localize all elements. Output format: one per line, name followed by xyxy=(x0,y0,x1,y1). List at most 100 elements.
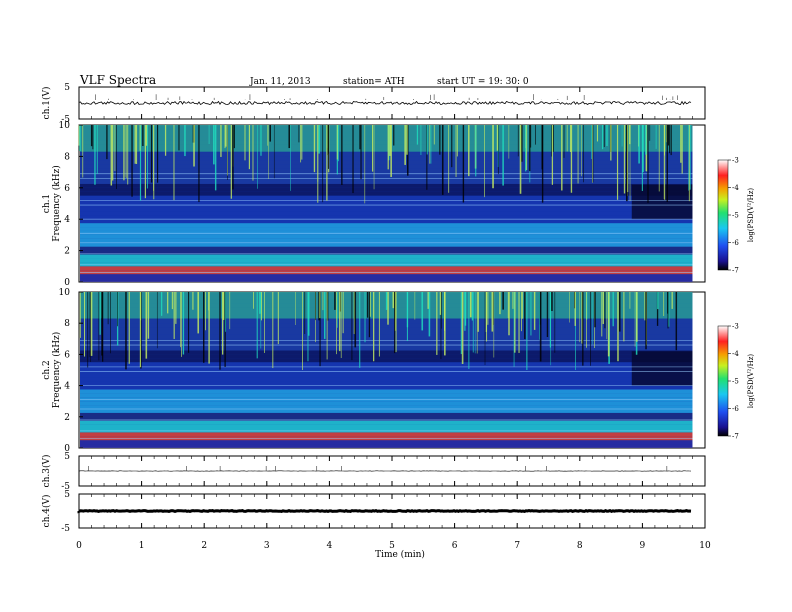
spectrogram-band xyxy=(80,354,693,359)
waveform-y-label: ch.3(V) xyxy=(41,455,52,488)
spectrogram-band xyxy=(80,152,693,157)
waveform-y-label: ch.1(V) xyxy=(41,87,52,120)
spectrogram-band xyxy=(80,405,693,409)
colorbar-tick-label: -7 xyxy=(732,433,739,441)
spectrogram-band xyxy=(80,238,693,243)
x-tick-label: 6 xyxy=(452,541,458,551)
ch4-waveform-trace xyxy=(77,508,692,514)
start-time-label: start UT = 19: 30: 0 xyxy=(437,77,529,87)
spectrogram-band xyxy=(80,168,693,173)
spectrogram-band xyxy=(80,362,693,367)
y-tick-label: -5 xyxy=(61,524,70,534)
colorbar-label: log(PSD(V²/Hz) xyxy=(747,188,755,243)
ch1-waveform-trace xyxy=(78,100,692,106)
spectrogram-band xyxy=(80,389,693,394)
spectrogram-channel-label: ch.1 xyxy=(42,194,52,213)
spectrogram-band xyxy=(80,373,693,378)
spectrogram-band xyxy=(80,274,693,279)
colorbar-gradient xyxy=(717,159,729,271)
spectrogram-band xyxy=(80,381,693,386)
spectrogram-band xyxy=(80,409,693,413)
spectrogram-band xyxy=(80,219,693,224)
y-tick-label: 2 xyxy=(64,247,70,257)
y-tick-label: 0 xyxy=(64,444,70,454)
spectrogram-band xyxy=(80,187,693,192)
spectrogram-band xyxy=(80,199,693,204)
spectrogram-band xyxy=(80,195,693,200)
colorbar-tick-label: -5 xyxy=(732,378,739,386)
colorbar-tick-label: -3 xyxy=(732,323,739,331)
station-label: station= ATH xyxy=(343,77,405,87)
colorbar-gradient xyxy=(717,325,729,437)
spectrogram-band xyxy=(80,377,693,382)
x-tick-label: 1 xyxy=(139,541,145,551)
y-tick-label: 8 xyxy=(64,152,70,162)
y-tick-label: 0 xyxy=(64,278,70,288)
waveform-y-label: ch.4(V) xyxy=(41,495,52,528)
spectrogram-band xyxy=(80,227,693,231)
spectrogram-y-label: Frequency (kHz) xyxy=(51,165,62,242)
x-tick-label: 2 xyxy=(201,541,207,551)
y-tick-label: -5 xyxy=(61,482,70,492)
spectrogram-band xyxy=(80,432,693,437)
spectrogram-quiet-region xyxy=(631,351,693,386)
colorbar-label: log(PSD(V²/Hz) xyxy=(747,354,755,409)
spectrogram-band xyxy=(80,278,693,282)
spectrogram-band xyxy=(80,346,693,351)
spectrogram-band xyxy=(80,258,693,263)
spectrogram-band xyxy=(80,420,693,425)
spectrogram-band xyxy=(80,179,693,184)
ch1-spectrogram xyxy=(78,125,704,282)
x-tick-label: 4 xyxy=(327,541,333,551)
spectrogram-band xyxy=(80,164,693,169)
y-tick-label: 10 xyxy=(59,288,71,298)
spectrogram-quiet-region xyxy=(631,184,693,220)
ch2-spectrogram xyxy=(79,292,704,448)
spectrogram-blank xyxy=(692,293,704,447)
spectrogram-band xyxy=(80,424,693,429)
x-tick-label: 8 xyxy=(577,541,583,551)
x-axis-ticks: 0 1 2 3 4 5 6 7 8 9 10 xyxy=(76,87,711,551)
spectrogram-band xyxy=(80,444,693,448)
spectrogram-band xyxy=(80,366,693,370)
x-axis-label: Time (min) xyxy=(375,549,425,560)
x-tick-label: 9 xyxy=(640,541,646,551)
spectrogram-band xyxy=(80,334,693,339)
spectrogram-band xyxy=(80,191,693,196)
spectrogram-y-label: Frequency (kHz) xyxy=(51,332,62,409)
ch1-colorbar: -3 -4 -5 -6 -7 log(PSD(V²/Hz) xyxy=(717,157,755,275)
y-tick-label: 4 xyxy=(64,382,70,392)
spectrogram-band xyxy=(80,242,693,247)
spectrogram-band xyxy=(80,323,693,328)
y-tick-label: 5 xyxy=(64,490,70,500)
spectrogram-band xyxy=(80,266,693,271)
colorbar-tick-label: -5 xyxy=(732,212,739,220)
spectrogram-band xyxy=(80,254,693,259)
y-tick-label: 4 xyxy=(64,215,70,225)
x-tick-label: 10 xyxy=(699,541,711,551)
colorbar-tick-label: -3 xyxy=(732,157,739,165)
y-tick-label: 8 xyxy=(64,319,70,329)
y-tick-label: 5 xyxy=(64,452,70,462)
spectrogram-band xyxy=(80,156,693,161)
chart-title: VLF Spectra xyxy=(79,73,156,87)
spectrogram-channel-label: ch.2 xyxy=(42,360,52,379)
colorbar-tick-label: -7 xyxy=(732,267,739,275)
spectrogram-band xyxy=(80,350,693,355)
spectrogram-band xyxy=(80,385,693,390)
spectrogram-band xyxy=(80,246,693,251)
spectrogram-band xyxy=(80,183,693,188)
spectrogram-band xyxy=(80,160,693,165)
spectrogram-band xyxy=(80,327,693,331)
date-label: Jan. 11, 2013 xyxy=(249,77,311,87)
spectrogram-band xyxy=(80,401,693,406)
spectrogram-band xyxy=(80,250,693,255)
x-tick-label: 3 xyxy=(264,541,270,551)
spectrogram-band xyxy=(80,223,693,228)
y-axis-labels: ch.1(V)ch.3(V)ch.4(V)ch.1 Frequency (kHz)… xyxy=(41,87,62,528)
spectrogram-band xyxy=(80,331,693,335)
spectrogram-high-band xyxy=(80,125,693,152)
y-tick-label: 2 xyxy=(64,413,70,423)
